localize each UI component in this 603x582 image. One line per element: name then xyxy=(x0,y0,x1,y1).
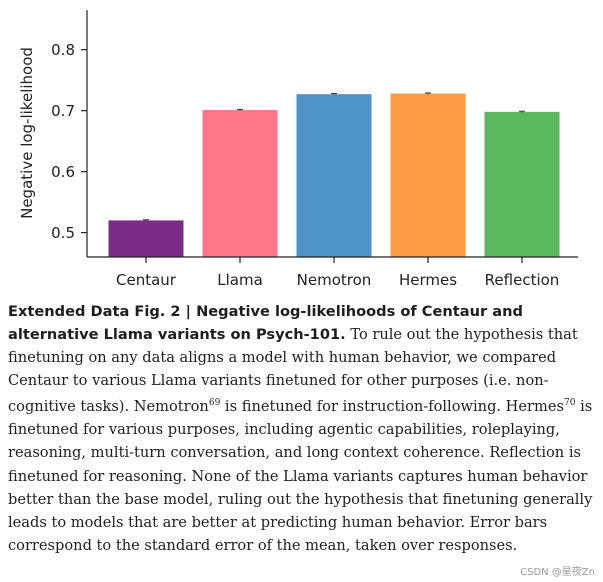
y-tick-label: 0.6 xyxy=(51,163,75,181)
bar-centaur xyxy=(108,220,184,257)
y-axis-ticks: 0.5 0.6 0.7 0.8 xyxy=(51,41,87,242)
caption-body-2: is finetuned for instruction-following. … xyxy=(220,398,564,416)
x-tick-label-llama: Llama xyxy=(217,271,263,289)
y-tick-label: 0.5 xyxy=(51,224,75,242)
x-axis-ticks: Centaur Llama Nemotron Hermes Reflection xyxy=(116,257,559,289)
bar-reflection xyxy=(484,111,560,257)
x-tick-label-nemotron: Nemotron xyxy=(297,271,372,289)
y-tick-label: 0.7 xyxy=(51,102,75,120)
bar-chart: 0.5 0.6 0.7 0.8 Centaur Llama Nemotron Hermes R… xyxy=(18,10,578,289)
x-tick-label-hermes: Hermes xyxy=(399,271,457,289)
bar-llama xyxy=(202,110,278,258)
citation-70: 70 xyxy=(564,398,576,409)
citation-69: 69 xyxy=(208,398,221,409)
x-tick-label-reflection: Reflection xyxy=(485,271,560,289)
watermark: CSDN @星夜Zn xyxy=(520,567,595,578)
caption-body-1: To rule out the hypothesis that finetuni… xyxy=(8,326,578,416)
bar-nemotron xyxy=(296,94,372,257)
bars xyxy=(108,92,560,258)
y-tick-label: 0.8 xyxy=(51,41,75,59)
caption-title: Extended Data Fig. 2 | Negative log-like… xyxy=(8,303,523,344)
bar-hermes xyxy=(390,93,466,257)
caption-body-3: is finetuned for various purposes, inclu… xyxy=(8,398,593,554)
y-axis-label: Negative log-likelihood xyxy=(18,47,36,219)
x-tick-label-centaur: Centaur xyxy=(116,271,177,289)
figure-caption: Extended Data Fig. 2 | Negative log-like… xyxy=(8,300,598,557)
